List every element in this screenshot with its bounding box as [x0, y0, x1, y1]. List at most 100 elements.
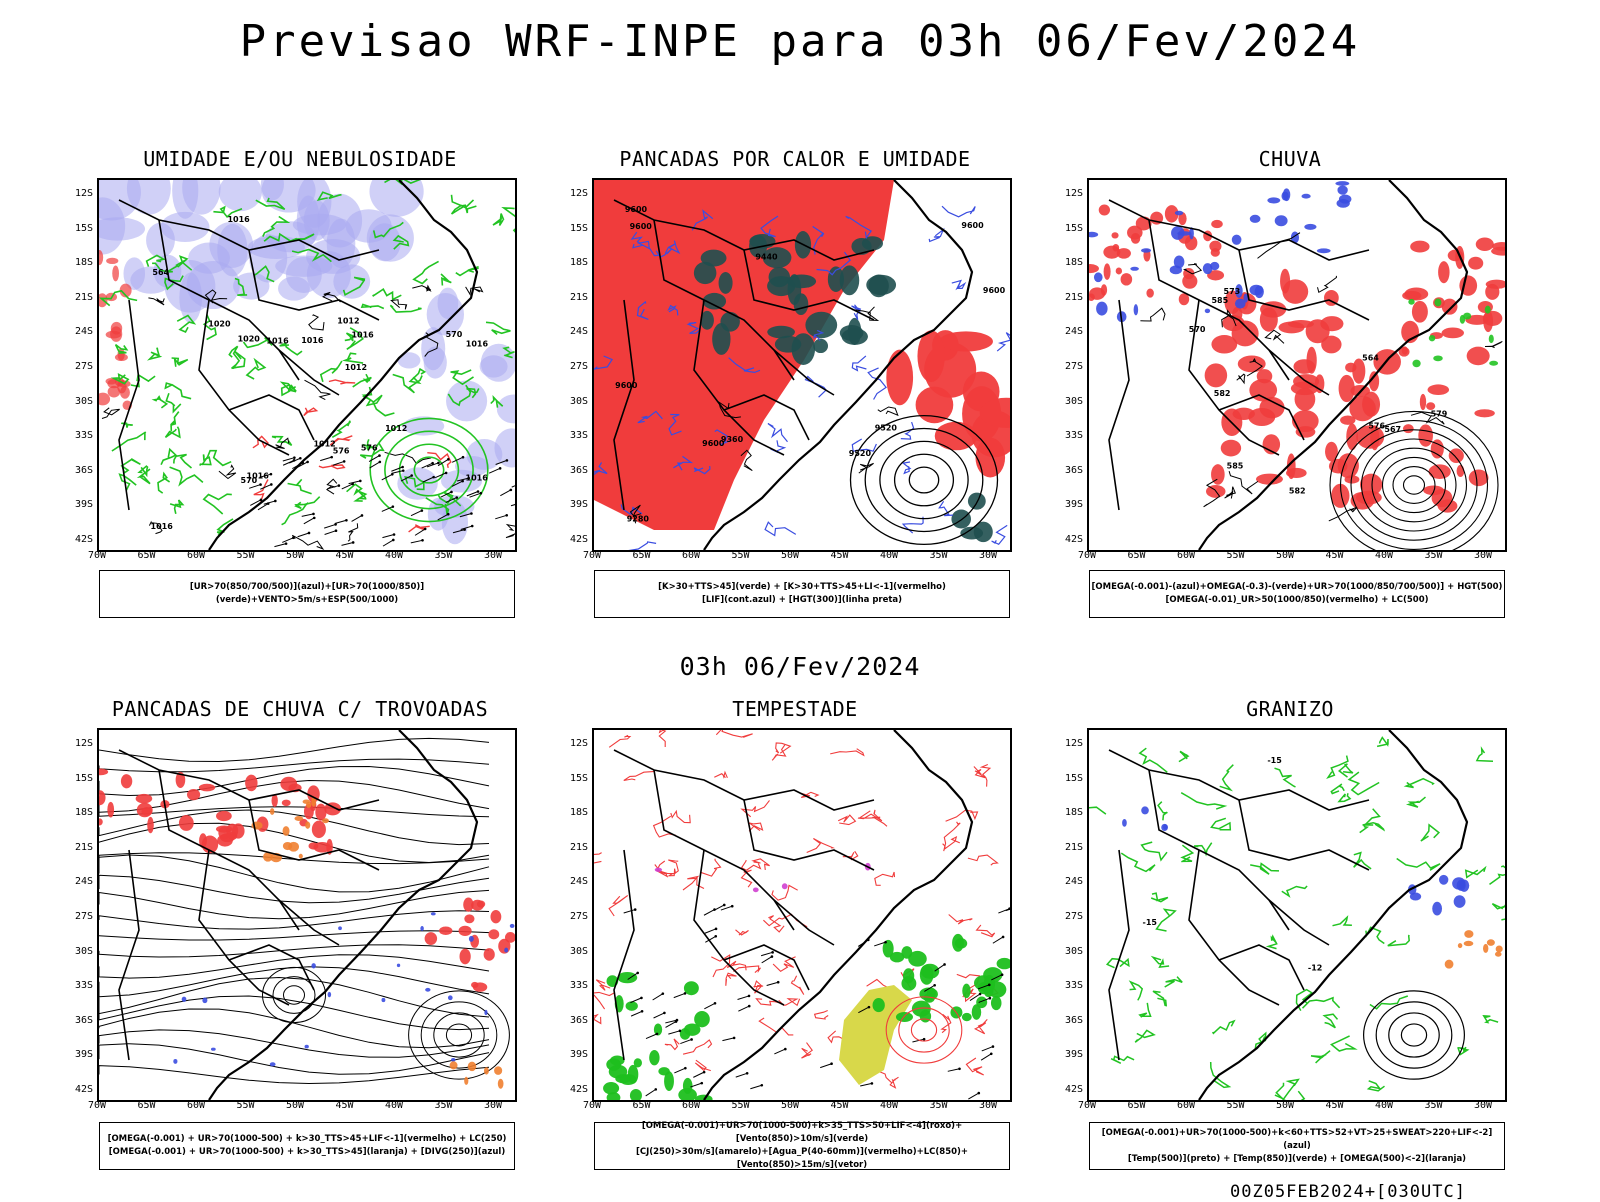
wind-vector: [653, 1012, 665, 1019]
longitude-tick-label: 65W: [632, 550, 651, 561]
legend-line: [Temp(500)](preto) + [Temp(850)](verde) …: [1127, 1153, 1467, 1164]
precipitable-water-contour: [771, 884, 798, 901]
hail-area: [1161, 823, 1168, 832]
precipitable-water-contour: [910, 1018, 938, 1042]
rain-area: [1127, 225, 1143, 240]
temperature-850-contour: [1120, 852, 1156, 873]
low-level-humidity-contour: [360, 303, 385, 310]
rain-area: [1320, 316, 1344, 332]
lifted-index-contour: [691, 209, 714, 231]
longitude-tick-label: 30W: [483, 550, 503, 561]
wind-vector: [460, 525, 473, 530]
rain-area: [1338, 374, 1355, 403]
streamline: [99, 854, 490, 893]
humidity-upper-area: [423, 346, 447, 379]
wind-vector: [760, 1083, 764, 1087]
precipitable-water-contour: [682, 875, 705, 891]
wind-vector: [301, 513, 314, 517]
thunderstorm-area: [217, 834, 233, 847]
rain-area: [1441, 298, 1458, 315]
wind-vector: [922, 1037, 926, 1041]
contour-label: 1016: [151, 522, 174, 531]
contour-label: -15: [1267, 756, 1282, 765]
rain-area: [1426, 402, 1436, 410]
low-level-humidity-contour: [114, 343, 129, 354]
divergence-area: [311, 963, 316, 969]
omega-area: [1235, 284, 1243, 298]
wind-vector: [645, 1033, 658, 1040]
precipitable-water-contour: [813, 1009, 829, 1020]
thickness-contour: [328, 379, 356, 385]
precipitable-water-contour: [874, 871, 896, 886]
wind-vector: [674, 1020, 678, 1023]
omega-strong-area: [1463, 312, 1472, 320]
rain-area: [1411, 300, 1428, 323]
wind-vector: [312, 512, 315, 516]
rain-area: [1344, 475, 1360, 484]
thunderstorm-area: [141, 806, 153, 816]
wind-850-area: [617, 972, 638, 984]
wind-vector: [293, 456, 296, 459]
wind-vector: [337, 484, 341, 487]
low-level-humidity-contour: [160, 447, 178, 466]
streamline: [99, 976, 490, 1018]
humidity-upper-area: [397, 467, 438, 500]
wind-vector: [466, 491, 479, 497]
wind-vector: [977, 984, 990, 990]
longitude-tick-label: 55W: [731, 550, 750, 561]
streamline-vortex: [408, 990, 510, 1080]
divergence-area: [430, 912, 436, 916]
coastline: [1198, 730, 1469, 1100]
thickness-contour: [427, 452, 452, 469]
precipitable-water-contour: [694, 1059, 711, 1072]
wind-vector: [420, 509, 424, 512]
geopotential-contour: [1236, 373, 1246, 385]
latitude-tick-label: 30S: [569, 945, 588, 957]
contour-label: 9600: [615, 381, 638, 390]
wind-vector: [693, 1071, 705, 1078]
precipitable-water-contour: [654, 860, 669, 878]
low-level-humidity-contour: [136, 468, 151, 485]
low-level-humidity-contour: [492, 213, 505, 226]
precipitable-water-contour: [725, 972, 737, 986]
rain-area: [1428, 464, 1451, 479]
rain-area: [1100, 284, 1108, 296]
streamline: [99, 954, 490, 979]
longitude-tick-label: 35W: [929, 1100, 948, 1111]
streamline: [99, 1065, 490, 1085]
wind-vector: [307, 531, 311, 535]
wind-vector: [860, 1082, 873, 1087]
divergence-area: [210, 1047, 216, 1051]
temperature-850-contour: [1281, 885, 1308, 898]
latitude-tick-label: 36S: [1064, 464, 1083, 476]
low-level-humidity-contour: [202, 314, 217, 341]
wind-vector: [391, 505, 395, 508]
wind-850-area: [694, 1010, 710, 1028]
precipitable-water-contour: [801, 1042, 813, 1059]
longitude-tick-label: 40W: [879, 550, 899, 561]
thunderstorm-area: [311, 820, 326, 839]
thickness-contour: [252, 435, 269, 449]
thunderstorm-area: [490, 910, 502, 924]
thunderstorm-area: [198, 783, 216, 792]
temperature-500-contour: [1388, 1012, 1440, 1058]
low-level-humidity-contour: [392, 373, 423, 394]
low-level-humidity-contour: [359, 442, 385, 459]
thickness-contour: [303, 407, 319, 417]
low-level-humidity-contour: [412, 260, 439, 285]
pressure-isobar: [322, 291, 341, 303]
low-level-humidity-contour: [440, 273, 452, 286]
wind-850-area: [625, 1001, 638, 1011]
state-border: [693, 849, 785, 1006]
panel-title-chuva: CHUVA: [1258, 147, 1322, 171]
thunderstorm-area: [476, 900, 486, 908]
latitude-tick-label: 39S: [74, 499, 93, 511]
low-level-humidity-contour: [455, 265, 479, 277]
temperature-850-contour: [1180, 844, 1195, 863]
low-level-humidity-contour: [242, 337, 273, 349]
wind-vector: [874, 941, 886, 947]
legend-line: [OMEGA(-0.001)-(azul)+OMEGA(-0.3)-(verde…: [1091, 582, 1503, 592]
wind-850-area: [603, 1081, 620, 1095]
omega-500-area: [1444, 959, 1454, 969]
latitude-tick-label: 33S: [74, 980, 93, 992]
